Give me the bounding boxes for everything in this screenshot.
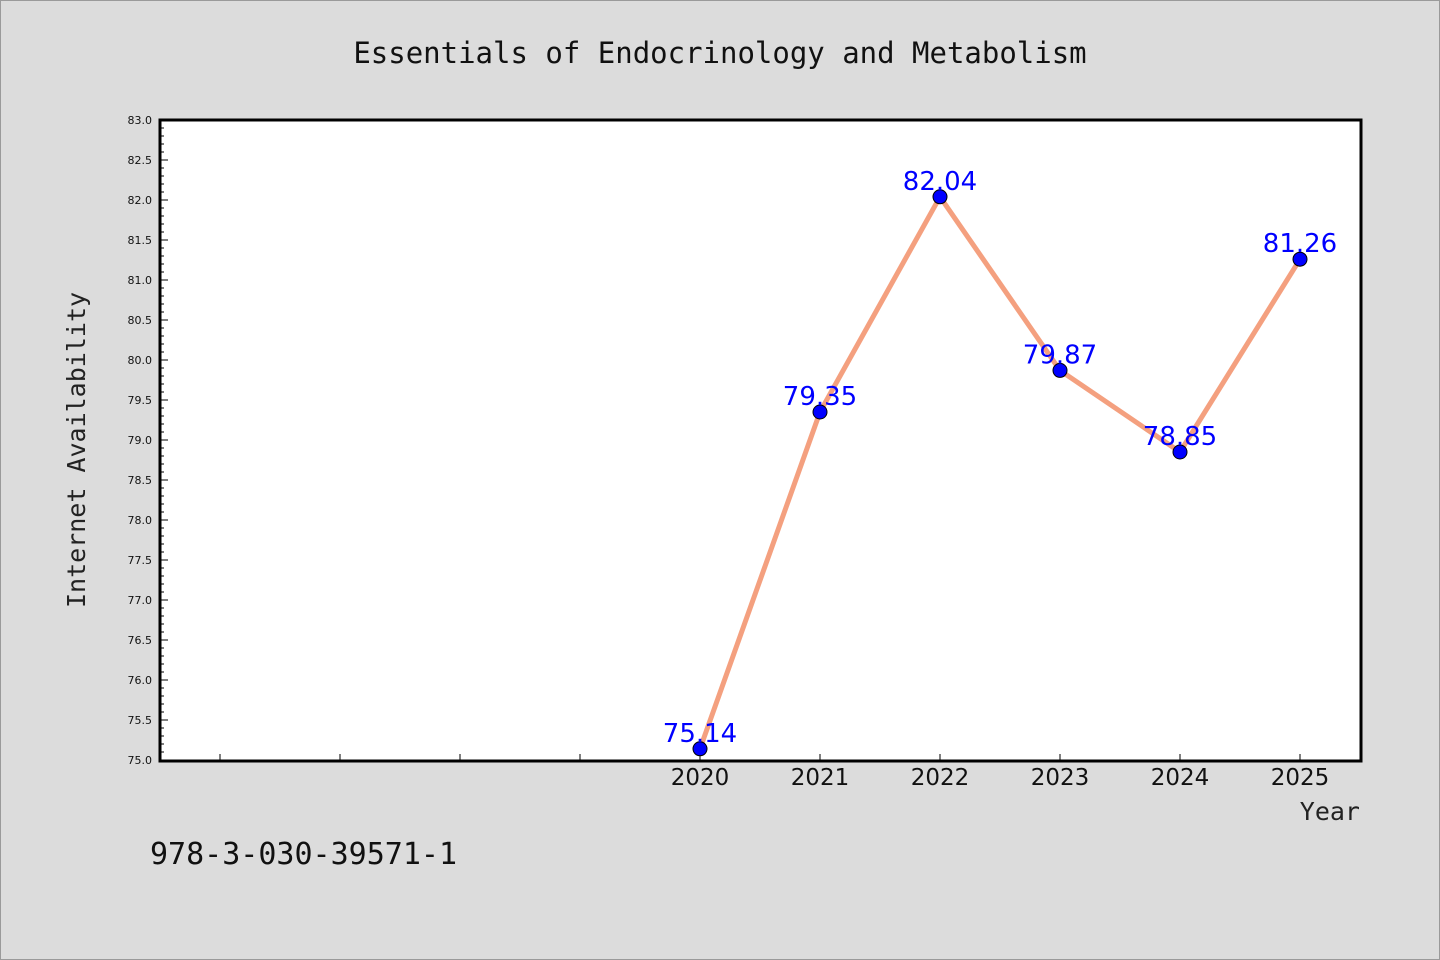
- chart-title: Essentials of Endocrinology and Metaboli…: [353, 36, 1086, 70]
- y-tick-label: 82.5: [128, 154, 153, 167]
- data-point: [812, 404, 828, 420]
- data-label: 79.87: [1023, 340, 1097, 370]
- y-tick-label: 76.0: [128, 674, 153, 687]
- y-tick-label: 79.5: [128, 394, 153, 407]
- data-point: [1172, 444, 1188, 460]
- data-label: 75.14: [663, 719, 737, 749]
- y-tick-label: 82.0: [128, 194, 153, 207]
- y-tick-label: 81.0: [128, 274, 153, 287]
- x-tick-label: 2023: [1031, 765, 1090, 791]
- y-tick-label: 77.0: [128, 594, 153, 607]
- data-point: [932, 189, 948, 205]
- data-point: [1292, 251, 1308, 267]
- data-label: 81.26: [1263, 229, 1337, 259]
- data-point: [1052, 362, 1068, 378]
- y-tick-label: 81.5: [128, 234, 153, 247]
- y-tick-label: 75.0: [128, 754, 153, 767]
- y-tick-label: 77.5: [128, 554, 153, 567]
- x-tick-label: 2020: [671, 765, 730, 791]
- data-labels: 75.14 79.35 82.04 79.87 78.85 81.26: [663, 167, 1337, 749]
- y-tick-label: 80.0: [128, 354, 153, 367]
- data-label: 82.04: [903, 167, 977, 197]
- x-axis-label: Year: [1300, 797, 1360, 826]
- y-tick-label: 83.0: [128, 114, 153, 127]
- y-tick-label: 78.0: [128, 514, 153, 527]
- y-tick-label: 76.5: [128, 634, 153, 647]
- data-label: 78.85: [1143, 422, 1217, 452]
- x-tick-label: 2021: [791, 765, 850, 791]
- y-tick-label: 78.5: [128, 474, 153, 487]
- x-tick-label: 2022: [911, 765, 970, 791]
- x-tick-label: 2024: [1151, 765, 1210, 791]
- series-markers: [692, 189, 1308, 757]
- y-tick-label: 79.0: [128, 434, 153, 447]
- footer-code: 978-3-030-39571-1: [150, 837, 457, 872]
- y-tick-label: 75.5: [128, 714, 153, 727]
- data-point: [692, 741, 708, 757]
- y-axis-label: Internet Availability: [62, 292, 91, 608]
- y-tick-label: 80.5: [128, 314, 153, 327]
- y-axis: 75.0 75.5 76.0 76.5 77.0 77.5 78.0 78.5 79.0 79.5…: [128, 114, 168, 767]
- data-label: 79.35: [783, 382, 857, 412]
- x-tick-label: 2025: [1271, 765, 1330, 791]
- series-line: [697, 194, 1303, 750]
- x-axis: 2020 2021 2022 2023 2024 2025: [219, 754, 1330, 791]
